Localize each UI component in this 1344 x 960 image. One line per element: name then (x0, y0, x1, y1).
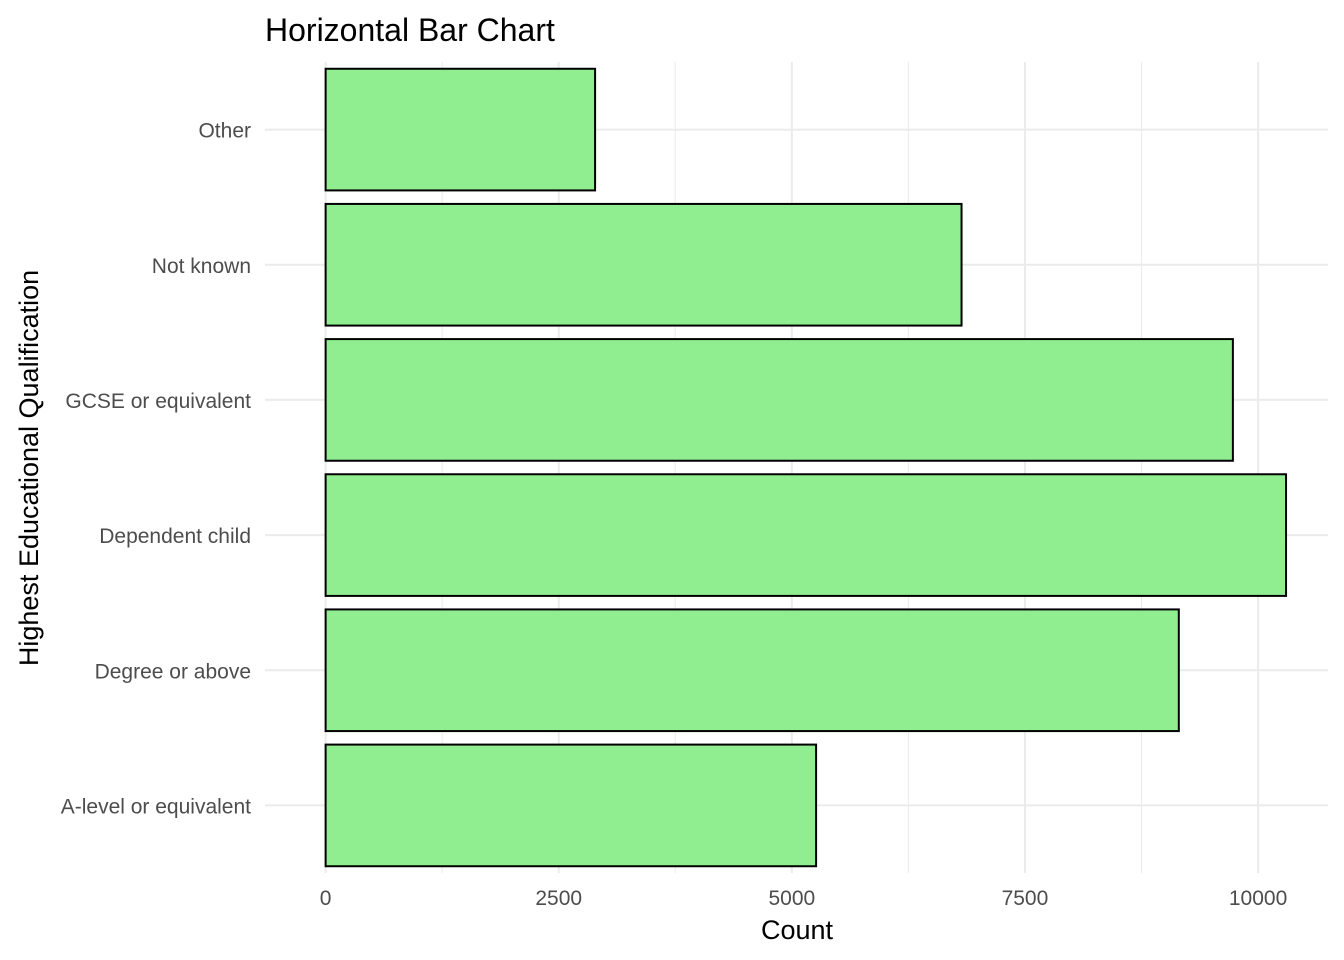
x-tick-labels: 0 2500 5000 7500 10000 (320, 887, 1288, 910)
y-tick-label: Degree or above (95, 660, 251, 683)
y-tick-labels: A-level or equivalent Degree or above Depe… (61, 120, 251, 819)
bar (324, 743, 818, 868)
x-axis-title: Count (761, 915, 834, 945)
y-axis-title: Highest Educational Qualification (14, 270, 44, 666)
bar (324, 338, 1234, 462)
y-tick-label: Dependent child (99, 525, 251, 548)
y-tick-label: GCSE or equivalent (65, 390, 251, 413)
y-tick-label: Other (198, 120, 251, 143)
bar (324, 473, 1288, 597)
x-tick-label: 2500 (535, 887, 582, 910)
x-tick-label: 10000 (1229, 887, 1287, 910)
x-tick-label: 7500 (1002, 887, 1049, 910)
x-tick-label: 5000 (768, 887, 815, 910)
x-tick-label: 0 (320, 887, 332, 910)
bar (324, 608, 1180, 733)
bars (324, 67, 1288, 868)
y-tick-label: A-level or equivalent (61, 795, 251, 818)
bar (324, 67, 597, 192)
bar (324, 202, 963, 327)
y-tick-label: Not known (152, 255, 251, 278)
chart-title: Horizontal Bar Chart (265, 12, 555, 48)
